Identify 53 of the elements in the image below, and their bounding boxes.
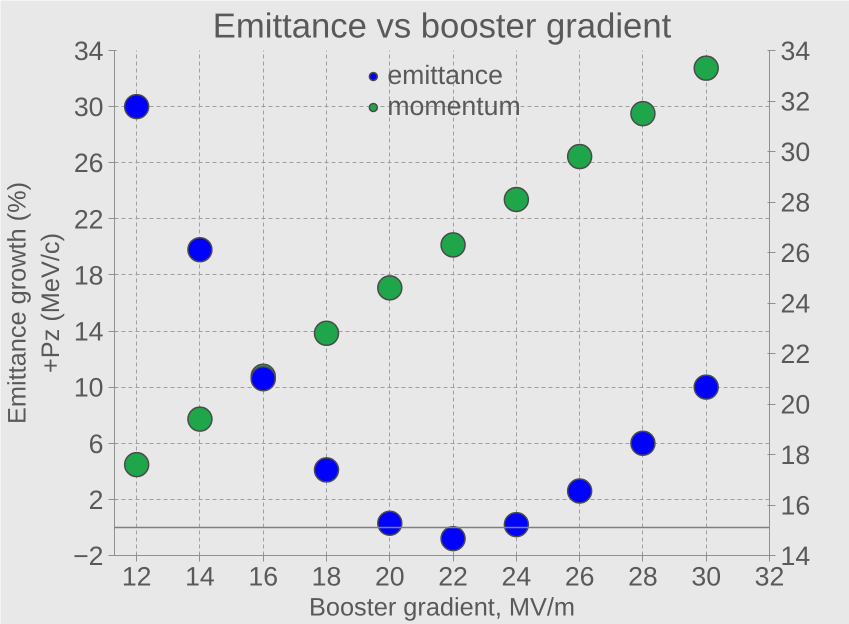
point — [693, 374, 719, 400]
legend-label: emittance — [387, 60, 503, 91]
x-axis-title: Booster gradient, MV/m — [308, 594, 576, 622]
y2-tick-label: 28 — [780, 188, 810, 218]
x-tick-label: 22 — [438, 562, 468, 592]
legend-label: momentum — [387, 91, 521, 122]
y2-tick-label: 34 — [780, 36, 810, 66]
y-tick-label: 18 — [74, 260, 104, 290]
y-tick-label: 2 — [88, 484, 104, 515]
y-axis-title: Emittance growth (%) +Pz (MeV/c) — [4, 182, 66, 424]
point — [630, 430, 656, 456]
point — [187, 406, 213, 432]
y2-tick-label: 16 — [780, 490, 810, 520]
point — [440, 526, 466, 552]
y2-tick-label: 32 — [780, 86, 810, 116]
point — [124, 94, 150, 120]
point — [566, 144, 592, 170]
point — [377, 275, 403, 301]
x-tick-label: 24 — [502, 562, 532, 592]
y-tick-label: 6 — [88, 428, 104, 459]
y2-tick-label: 24 — [780, 288, 810, 318]
y-tick-label: 14 — [74, 316, 104, 347]
chart-title: Emittance vs booster gradient — [212, 8, 672, 46]
x-tick-label: 12 — [122, 562, 152, 592]
x-tick-label: 20 — [374, 562, 405, 592]
x-tick-label: 28 — [628, 562, 658, 592]
point — [314, 320, 340, 346]
point — [377, 510, 403, 536]
y-tick-label: 34 — [74, 36, 104, 66]
point — [566, 478, 592, 504]
y-tick-label: 26 — [74, 148, 104, 178]
point — [187, 236, 213, 262]
point — [630, 100, 656, 126]
x-tick-label: 26 — [564, 562, 594, 592]
y2-tick-label: 26 — [780, 238, 810, 268]
y-tick-label: 10 — [74, 372, 104, 403]
x-tick-label: 16 — [248, 562, 278, 592]
y2-tick-label: 18 — [780, 440, 810, 470]
y-tick-label: −2 — [73, 541, 104, 571]
point — [504, 512, 530, 538]
x-tick-label: 14 — [185, 562, 215, 592]
y2-tick-label: 30 — [780, 137, 810, 167]
point — [314, 457, 340, 483]
y2-tick-label: 22 — [780, 339, 810, 369]
x-tick-label: 30 — [691, 562, 722, 592]
point — [440, 232, 466, 258]
point — [124, 452, 150, 478]
y-tick-label: 22 — [74, 204, 104, 234]
point — [504, 186, 530, 212]
y-tick-label: 30 — [74, 92, 104, 122]
point — [693, 55, 719, 81]
y2-tick-label: 20 — [780, 390, 810, 420]
x-tick-label: 18 — [312, 562, 342, 592]
